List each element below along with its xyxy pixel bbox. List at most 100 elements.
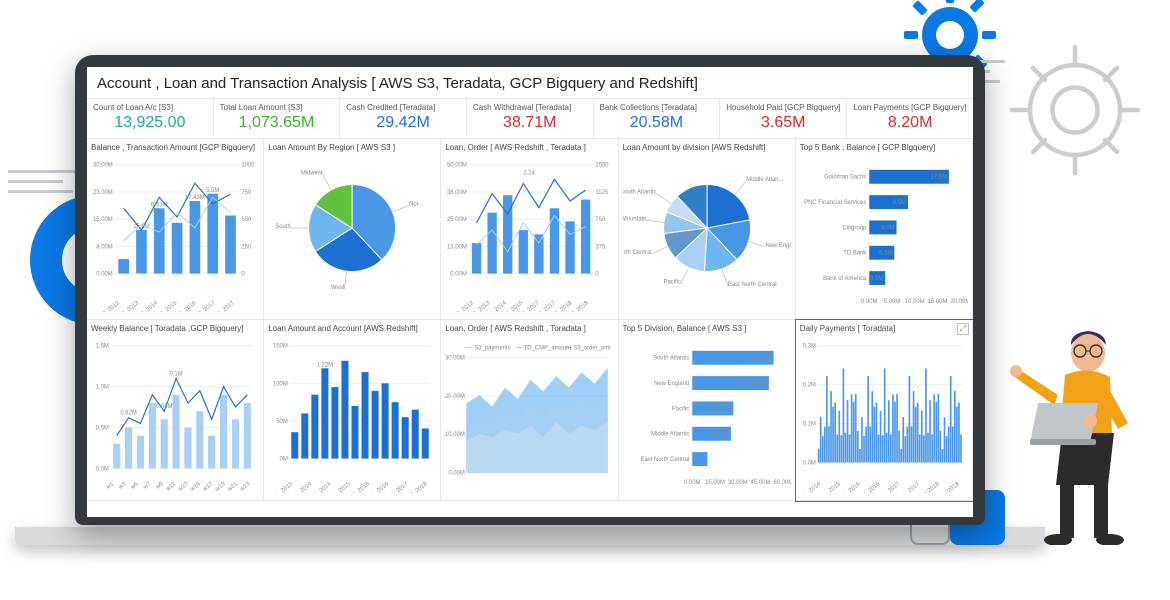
- svg-text:0.62M: 0.62M: [120, 411, 137, 417]
- svg-text:0.0M: 0.0M: [802, 460, 815, 466]
- svg-text:New England: New England: [765, 243, 791, 249]
- panel-title: Top 5 Bank , Balance [ GCP Bigquery]: [800, 143, 968, 152]
- kpi-card: Bank Collections [Teradata] 20.58M: [594, 99, 721, 138]
- svg-text:30.00M: 30.00M: [727, 480, 747, 486]
- panel-loan_account[interactable]: Loan Amount and Account [AWS Redshift] 15…: [264, 320, 441, 501]
- kpi-value: 29.42M: [346, 114, 460, 132]
- svg-text:8.5M: 8.5M: [893, 200, 906, 206]
- kpi-value: 8.20M: [853, 114, 967, 132]
- svg-text:Goldman Sachs: Goldman Sachs: [824, 175, 866, 181]
- svg-text:1500: 1500: [596, 163, 610, 169]
- svg-text:60.00M: 60.00M: [773, 480, 791, 486]
- svg-text:Pacific: Pacific: [671, 406, 688, 412]
- svg-text:rth Central: rth Central: [624, 250, 652, 256]
- svg-text:8.00M: 8.00M: [96, 244, 113, 250]
- svg-text:East North Central: East North Central: [640, 457, 689, 463]
- bg-gear-gray: [1000, 35, 1150, 185]
- kpi-card: Loan Payments [GCP Bigquery] 8.20M: [847, 99, 973, 138]
- svg-text:Middle Atlantic: Middle Atlantic: [651, 432, 689, 438]
- panel-title: Top 5 Division, Balance [ AWS S3 ]: [623, 324, 791, 333]
- svg-text:50.00M: 50.00M: [447, 163, 467, 169]
- svg-text:15.00M: 15.00M: [705, 480, 725, 486]
- svg-text:1.0M: 1.0M: [96, 385, 109, 391]
- svg-text:0.00M: 0.00M: [451, 272, 468, 278]
- svg-text:15.00M: 15.00M: [927, 299, 947, 305]
- panel-title: Balance , Transaction Amount [GCP Bigque…: [91, 143, 259, 152]
- panel-loan_order[interactable]: Loan, Order [ AWS Redshift , Teradata ]5…: [441, 139, 618, 320]
- svg-text:0.1M: 0.1M: [802, 422, 815, 428]
- svg-text:— TD_CMP_amount: — TD_CMP_amount: [517, 346, 572, 352]
- svg-text:0.3M: 0.3M: [802, 344, 815, 350]
- svg-text:5.5M: 5.5M: [879, 251, 892, 257]
- svg-text:w1: w1: [105, 481, 115, 491]
- svg-text:13.00M: 13.00M: [447, 244, 467, 250]
- svg-text:— S3_payments: — S3_payments: [467, 346, 511, 352]
- svg-text:May 1, 2013: May 1, 2013: [268, 481, 295, 493]
- svg-text:w11: w11: [164, 481, 177, 493]
- svg-text:0.2M: 0.2M: [802, 383, 815, 389]
- svg-text:375: 375: [596, 244, 607, 250]
- expand-icon[interactable]: ⤢: [957, 323, 969, 335]
- svg-text:— S3_order_amt: — S3_order_amt: [566, 346, 611, 352]
- svg-text:w15: w15: [189, 481, 202, 493]
- svg-text:w7: w7: [142, 481, 152, 491]
- svg-text:w19: w19: [214, 481, 227, 493]
- svg-text:w21: w21: [226, 481, 239, 493]
- svg-text:10.00M: 10.00M: [905, 299, 925, 305]
- svg-text:1000: 1000: [241, 163, 255, 169]
- panel-daily_payments[interactable]: Daily Payments [ Toradata]0.3M0.2M0.1M0.…: [796, 320, 973, 501]
- panel-title: Loan Amount and Account [AWS Redshift]: [268, 324, 436, 333]
- svg-text:South: South: [275, 224, 290, 230]
- dashboard-screen: Account , Loan and Transaction Analysis …: [87, 67, 973, 517]
- svg-text:w13: w13: [177, 481, 190, 493]
- svg-text:10.00M: 10.00M: [445, 432, 465, 438]
- svg-text:250: 250: [241, 244, 252, 250]
- svg-text:45.00M: 45.00M: [750, 480, 770, 486]
- kpi-label: Cash Withdrawal [Teradata]: [473, 103, 587, 112]
- svg-text:0.1M: 0.1M: [169, 371, 182, 377]
- svg-text:500: 500: [241, 217, 252, 223]
- svg-text:Aug 3, 2012: Aug 3, 2012: [447, 300, 475, 312]
- panel-top5_div[interactable]: Top 5 Division, Balance [ AWS S3 ]South …: [619, 320, 796, 501]
- kpi-value: 13,925.00: [93, 114, 207, 132]
- chart-grid: Balance , Transaction Amount [GCP Bigque…: [87, 139, 973, 501]
- svg-text:0: 0: [241, 272, 245, 278]
- panel-loan_order2[interactable]: Loan, Order [ AWS Redshift , Toradata ] 3…: [441, 320, 618, 501]
- person-illustration: [1010, 325, 1150, 545]
- svg-text:Bank of America: Bank of America: [823, 276, 867, 282]
- svg-text:25.00M: 25.00M: [447, 217, 467, 223]
- svg-text:w5: w5: [129, 481, 140, 492]
- panel-top5_bank[interactable]: Top 5 Bank , Balance [ GCP Bigquery] Gold…: [796, 139, 973, 320]
- svg-text:30.00M: 30.00M: [445, 356, 465, 362]
- kpi-label: Count of Loan A/c [S3]: [93, 103, 207, 112]
- svg-text:PNC Financial Services: PNC Financial Services: [804, 200, 866, 206]
- svg-text:Midwest: Midwest: [301, 170, 323, 176]
- svg-text:Nor...: Nor...: [409, 201, 424, 207]
- panel-weekly_balance[interactable]: Weekly Balance [ Toradata ,GCP Bigquery]…: [87, 320, 264, 501]
- panel-loan_region[interactable]: Loan Amount By Region [ AWS S3 ]Nor...We…: [264, 139, 441, 320]
- svg-text:750: 750: [596, 217, 607, 223]
- svg-text:Mountain: Mountain: [623, 216, 646, 222]
- kpi-value: 1,073.65M: [220, 114, 334, 132]
- svg-text:750: 750: [241, 190, 252, 196]
- laptop-base: [15, 527, 1045, 545]
- svg-text:New England: New England: [654, 381, 689, 387]
- svg-text:150M: 150M: [273, 344, 288, 350]
- kpi-value: 20.58M: [600, 114, 714, 132]
- svg-text:w3: w3: [117, 481, 128, 492]
- svg-text:30.00M: 30.00M: [93, 163, 113, 169]
- svg-text:1.5M: 1.5M: [96, 344, 109, 350]
- svg-text:1125: 1125: [596, 190, 609, 196]
- kpi-card: Household Paid [GCP Bigquery] 3.65M: [720, 99, 847, 138]
- svg-text:6.0M: 6.0M: [881, 225, 894, 231]
- kpi-value: 38.71M: [473, 114, 587, 132]
- svg-text:0.00M: 0.00M: [684, 480, 701, 486]
- panel-title: Loan, Order [ AWS Redshift , Toradata ]: [445, 324, 613, 333]
- svg-text:0: 0: [596, 272, 600, 278]
- panel-loan_division[interactable]: Loan Amount by division [AWS Redshift]Mi…: [619, 139, 796, 320]
- panel-title: Loan Amount by division [AWS Redshift]: [623, 143, 791, 152]
- kpi-label: Cash Credited [Teradata]: [346, 103, 460, 112]
- kpi-label: Household Paid [GCP Bigquery]: [726, 103, 840, 112]
- panel-balance_txn[interactable]: Balance , Transaction Amount [GCP Bigque…: [87, 139, 264, 320]
- kpi-label: Bank Collections [Teradata]: [600, 103, 714, 112]
